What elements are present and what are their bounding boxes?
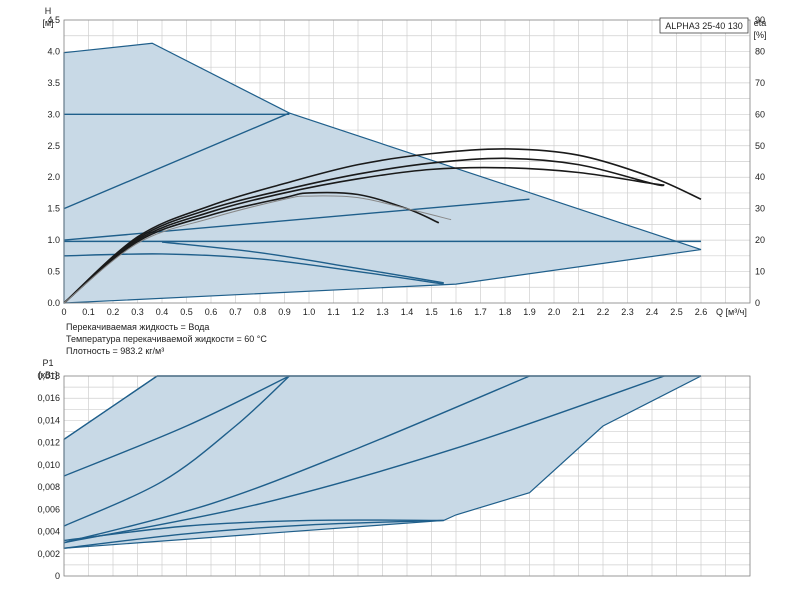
y2-axis-unit: [%]: [753, 30, 766, 40]
y-tick-label: 0,004: [37, 527, 60, 537]
y2-tick-label: 30: [755, 204, 765, 214]
x-tick-label: 1.6: [450, 307, 463, 317]
y2-tick-label: 40: [755, 172, 765, 182]
y-tick-label: 0,010: [37, 460, 60, 470]
condition-temperature: Температура перекачиваемой жидкости = 60…: [66, 334, 267, 344]
x-tick-label: 2.2: [597, 307, 610, 317]
efficiency-curve: [63, 148, 702, 304]
y-tick-label: 1.5: [47, 204, 60, 214]
head-series: [63, 112, 702, 304]
x-tick-label: 1.7: [474, 307, 487, 317]
y2-axis-label: eta: [754, 18, 767, 28]
y-tick-label: 0,012: [37, 438, 60, 448]
y2-tick-label: 90: [755, 15, 765, 25]
power-control-curve: [63, 375, 665, 544]
y-tick-label: 4.5: [47, 15, 60, 25]
head-chart-axes: 0 0.1 0.2 0.3 0.4 0.5 0.6 0.7 0.8 0.9 1.0 1.1 1.2 1.3…: [42, 6, 766, 317]
x-tick-label: 1.5: [425, 307, 438, 317]
power-control-curve: [63, 519, 444, 549]
y2-tick-label: 80: [755, 46, 765, 56]
efficiency-curve: [63, 195, 452, 304]
y-tick-label: 0,008: [37, 482, 60, 492]
y2-tick-label: 10: [755, 267, 765, 277]
x-tick-label: 0.8: [254, 307, 267, 317]
y-axis-unit: [кВт]: [39, 370, 58, 380]
x-tick-label: 2.3: [621, 307, 634, 317]
power-control-curve: [63, 375, 158, 440]
x-tick-label: 1.9: [523, 307, 536, 317]
x-tick-label: 0.2: [107, 307, 120, 317]
power-control-curve: [63, 375, 530, 544]
power-control-curve: [63, 375, 290, 527]
plot-frame: [63, 19, 751, 304]
y-tick-label: 0.5: [47, 267, 60, 277]
fluid-conditions: Перекачиваемая жидкость = Вода Температу…: [66, 321, 267, 357]
x-tick-label: 0.9: [278, 307, 291, 317]
y-tick-label: 0,014: [37, 415, 60, 425]
y-tick-label: 0: [55, 571, 60, 581]
x-axis-label: Q [м³/ч]: [716, 307, 747, 317]
x-tick-label: 1.4: [401, 307, 414, 317]
y-tick-label: 1.0: [47, 235, 60, 245]
y-tick-label: 0,016: [37, 393, 60, 403]
x-tick-label: 2.1: [572, 307, 585, 317]
y2-tick-label: 70: [755, 78, 765, 88]
x-tick-label: 0.4: [156, 307, 169, 317]
power-control-curve: [63, 375, 290, 477]
x-tick-label: 1.3: [376, 307, 389, 317]
y-tick-label: 3.5: [47, 78, 60, 88]
y-tick-label: 0.0: [47, 298, 60, 308]
y-tick-label: 0,002: [37, 549, 60, 559]
y-tick-label: 2.5: [47, 141, 60, 151]
condition-density: Плотность = 983.2 кг/м³: [66, 346, 165, 356]
plot-frame: [63, 375, 751, 577]
efficiency-curve: [63, 191, 440, 304]
x-tick-label: 1.8: [499, 307, 512, 317]
y-tick-label: 0,018: [37, 371, 60, 381]
y-tick-label: 2.0: [47, 172, 60, 182]
title-box: ALPHA3 25-40 130: [659, 17, 749, 34]
x-tick-label: 0.3: [131, 307, 144, 317]
x-tick-label: 0.7: [229, 307, 242, 317]
y-axis-label: P1: [42, 358, 53, 368]
y-tick-label: 3.0: [47, 109, 60, 119]
efficiency-curve: [63, 166, 665, 304]
y2-tick-label: 60: [755, 109, 765, 119]
y2-tick-label: 0: [755, 298, 760, 308]
efficiency-curve: [63, 157, 665, 304]
y2-tick-label: 20: [755, 235, 765, 245]
chart-title: ALPHA3 25-40 130: [665, 21, 743, 31]
y-axis-label: H: [45, 6, 52, 16]
head-control-curve: [63, 253, 444, 285]
x-tick-label: 2.5: [670, 307, 683, 317]
x-tick-label: 2.4: [646, 307, 659, 317]
x-tick-label: 1.2: [352, 307, 365, 317]
head-control-curve: [63, 198, 530, 241]
y-tick-label: 0,006: [37, 504, 60, 514]
power-chart-axes: 0 0,002 0,004 0,006 0,008 0,010 0,012 0,014 0,01…: [37, 358, 751, 581]
x-tick-label: 2.0: [548, 307, 561, 317]
x-tick-label: 1.0: [303, 307, 316, 317]
x-tick-label: 0.1: [82, 307, 95, 317]
head-control-curve: [161, 241, 444, 284]
x-tick-label: 2.6: [695, 307, 708, 317]
y-axis-unit: [м]: [42, 18, 53, 28]
head-control-curve: [63, 112, 290, 210]
x-tick-label: 1.1: [327, 307, 340, 317]
y-tick-label: 4.0: [47, 46, 60, 56]
x-tick-label: 0: [61, 307, 66, 317]
x-tick-label: 0.5: [180, 307, 193, 317]
condition-fluid: Перекачиваемая жидкость = Вода: [66, 322, 210, 332]
power-control-curve: [63, 519, 444, 542]
x-tick-label: 0.6: [205, 307, 218, 317]
y2-tick-label: 50: [755, 141, 765, 151]
